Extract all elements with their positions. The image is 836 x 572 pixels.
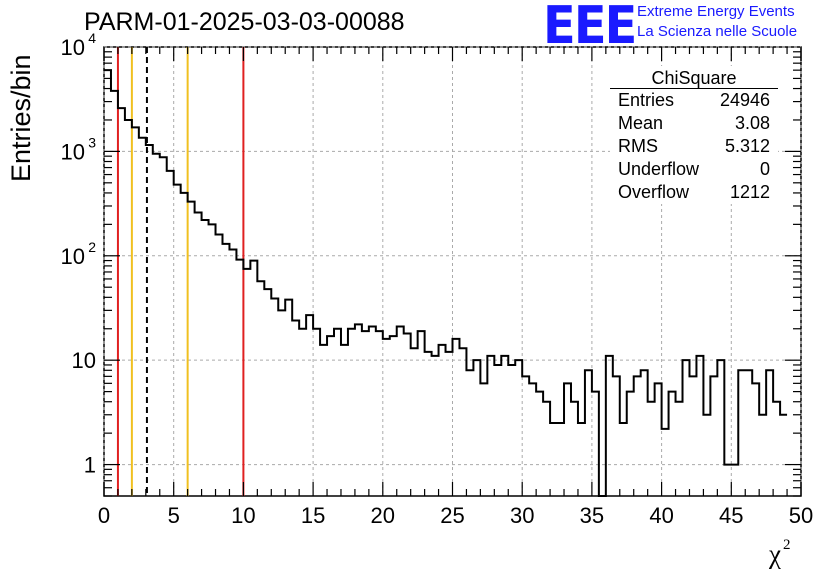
stats-row: Entries 24946 (610, 89, 778, 112)
x-tick-label: 10 (231, 503, 255, 528)
stats-label: Underflow (618, 159, 700, 179)
y-tick-label: 10 (72, 348, 96, 373)
x-tick-label: 30 (510, 503, 534, 528)
stats-label: Entries (618, 90, 675, 110)
y-tick-exponent: 4 (88, 30, 96, 46)
logo-tagline-2: La Scienza nelle Scuole (637, 23, 798, 40)
reference-lines (116, 47, 245, 496)
stats-value: 24946 (719, 90, 770, 110)
plot-title: PARM-01-2025-03-03-00088 (84, 8, 405, 36)
stats-label: RMS (618, 136, 658, 156)
stats-value: 1212 (729, 182, 770, 202)
stats-title: ChiSquare (610, 66, 778, 89)
x-tick-label: 25 (440, 503, 464, 528)
stats-row: Overflow 1212 (610, 181, 778, 204)
x-tick-label: 0 (98, 503, 110, 528)
x-axis-ticks: 0 5 10 15 20 25 30 35 40 45 50 (98, 47, 813, 528)
x-tick-label: 40 (649, 503, 673, 528)
x-axis-label-exponent: 2 (782, 537, 791, 553)
stats-row: Underflow 0 (610, 158, 778, 181)
x-axis-label-base: χ (769, 539, 781, 569)
stats-row: RMS 5.312 (610, 135, 778, 158)
stats-label: Overflow (618, 182, 690, 202)
histogram-line (104, 69, 788, 497)
x-tick-label: 20 (371, 503, 395, 528)
stats-box: ChiSquare Entries 24946 Mean 3.08 RMS 5.312… (610, 66, 778, 204)
y-tick-exponent: 2 (88, 239, 96, 255)
y-tick-label: 10 (61, 35, 85, 60)
y-axis-label: Entries/bin (6, 54, 36, 182)
x-tick-label: 50 (789, 503, 813, 528)
y-tick-label: 10 (61, 139, 85, 164)
stats-value: 3.08 (734, 113, 770, 133)
x-tick-label: 35 (580, 503, 604, 528)
stats-label: Mean (618, 113, 664, 133)
y-tick-label: 10 (61, 244, 85, 269)
stats-row: Mean 3.08 (610, 112, 778, 135)
stats-value: 0 (759, 159, 770, 179)
logo-tagline-1: Extreme Energy Events (637, 3, 795, 20)
stats-value: 5.312 (724, 136, 770, 156)
x-tick-label: 45 (719, 503, 743, 528)
x-tick-label: 15 (301, 503, 325, 528)
y-tick-exponent: 3 (88, 134, 96, 150)
y-tick-label: 1 (84, 453, 96, 478)
x-tick-label: 5 (168, 503, 180, 528)
